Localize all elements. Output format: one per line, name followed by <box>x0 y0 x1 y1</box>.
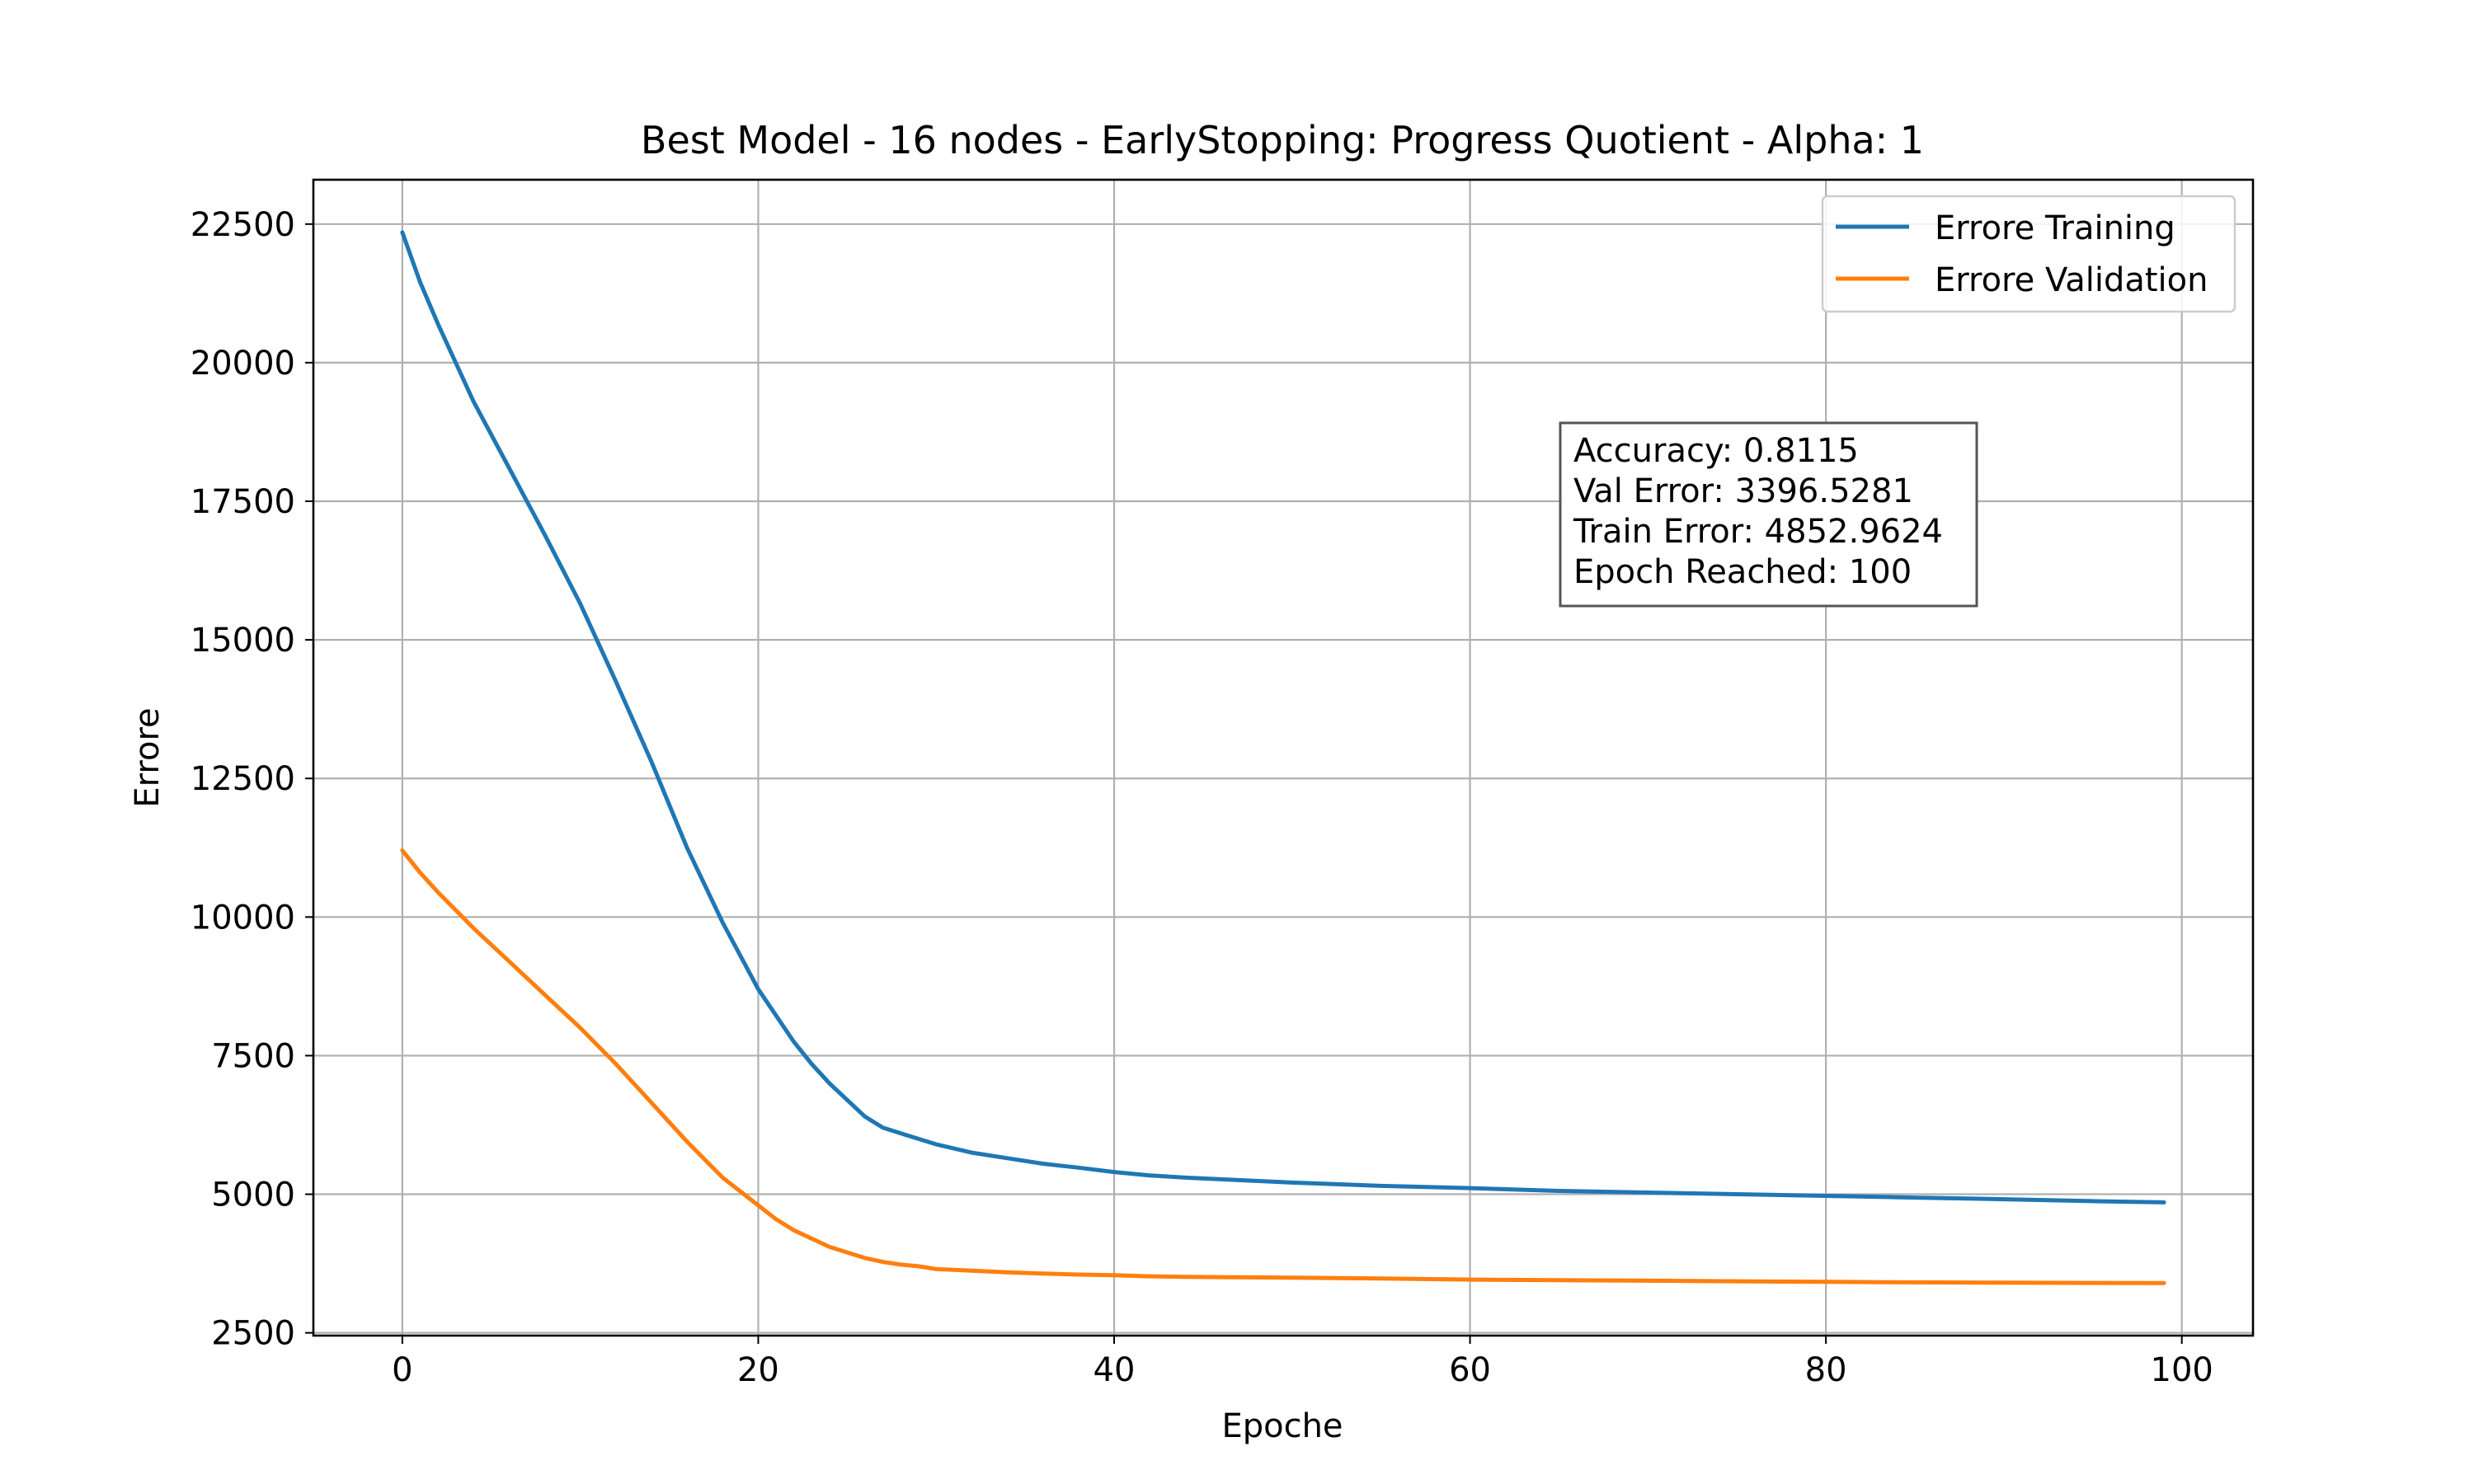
series-lines <box>400 230 2166 1285</box>
y-tick-label: 20000 <box>190 345 295 383</box>
x-tick-label: 60 <box>1449 1351 1491 1389</box>
y-tick-label: 7500 <box>211 1037 295 1075</box>
y-tick-label: 17500 <box>190 483 295 521</box>
annotation-accuracy: Accuracy: 0.8115 <box>1573 432 1859 470</box>
annotation-box: Accuracy: 0.8115 Val Error: 3396.5281 Tr… <box>1559 421 1978 608</box>
chart-title: Best Model - 16 nodes - EarlyStopping: P… <box>641 118 1924 162</box>
y-tick-label: 5000 <box>211 1176 295 1214</box>
x-tick-label: 20 <box>737 1351 779 1389</box>
series-line-validation <box>400 848 2166 1285</box>
legend-frame <box>1821 195 2236 313</box>
y-tick-label: 15000 <box>190 622 295 660</box>
legend: Errore Training Errore Validation <box>1821 195 2236 313</box>
x-tick-label: 100 <box>2151 1351 2213 1389</box>
y-tick-label: 12500 <box>190 760 295 798</box>
y-tick-label: 22500 <box>190 206 295 244</box>
plot-frame <box>312 178 2255 1337</box>
y-axis-ticks: 2500 5000 7500 10000 12500 15000 17500 20000 225… <box>190 206 313 1353</box>
y-tick-label: 10000 <box>190 899 295 937</box>
y-tick-label: 2500 <box>211 1315 295 1353</box>
x-tick-label: 0 <box>392 1351 412 1389</box>
annotation-train-error: Train Error: 4852.9624 <box>1573 513 1943 551</box>
annotation-frame <box>1559 421 1978 608</box>
grid <box>313 180 2253 1336</box>
series-line-training <box>400 230 2166 1205</box>
annotation-epoch-reached: Epoch Reached: 100 <box>1573 553 1912 591</box>
x-tick-label: 40 <box>1094 1351 1136 1389</box>
x-axis-label: Epoche <box>1221 1407 1343 1445</box>
legend-label-validation: Errore Validation <box>1935 261 2208 299</box>
annotation-val-error: Val Error: 3396.5281 <box>1573 472 1913 510</box>
x-axis-ticks: 0 20 40 60 80 100 <box>392 1336 2213 1389</box>
legend-label-training: Errore Training <box>1935 209 2175 247</box>
y-axis-label: Errore <box>129 707 167 807</box>
x-tick-label: 80 <box>1805 1351 1847 1389</box>
